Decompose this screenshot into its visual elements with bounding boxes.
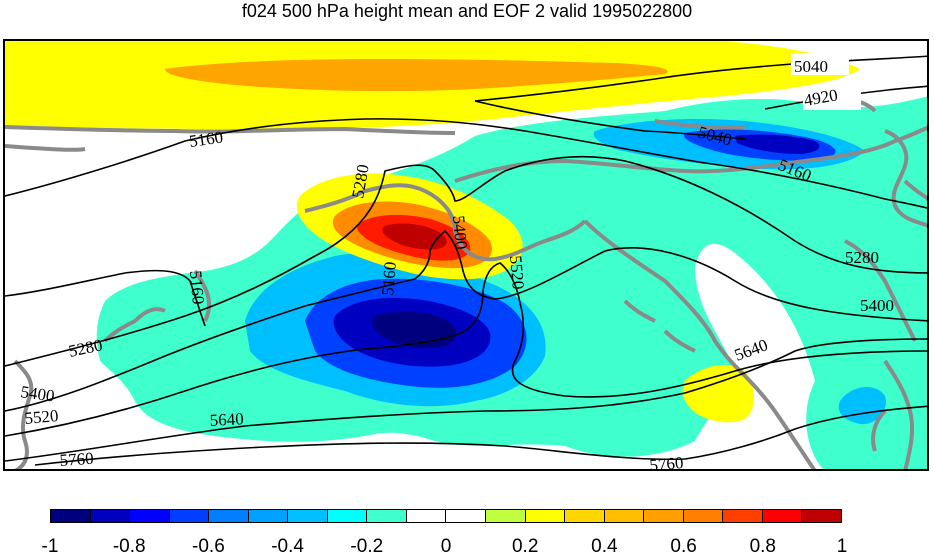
colorbar-segment	[406, 510, 447, 522]
contour-label-5400-west: 5400	[19, 382, 55, 406]
coastline-kamchatka	[13, 307, 166, 469]
colorbar-segment	[51, 510, 91, 522]
colorbar-segment	[90, 510, 131, 522]
coastline-hudson	[844, 239, 917, 469]
contour-5280-north	[5, 155, 927, 367]
coastline-eastern	[871, 179, 927, 452]
contour-label-5520-west: 5520	[24, 406, 60, 428]
darknavy-core	[372, 311, 457, 349]
colorbar-segment	[604, 510, 645, 522]
contour-5520	[5, 262, 927, 437]
colorbar-segment	[723, 510, 763, 522]
contour-5160-north	[5, 118, 927, 209]
height-contours	[5, 55, 927, 466]
colorbar-tick-label: -0.8	[112, 536, 146, 557]
colorbar-segment	[565, 510, 605, 522]
colorbar-segment	[367, 510, 407, 522]
colorbar-segment	[130, 510, 170, 522]
contour-label-5400-east: 5400	[860, 296, 894, 315]
colorbar-segment	[169, 510, 210, 522]
colorbar-tick-label: 0	[440, 536, 452, 557]
colorbar-tick-label: 1	[836, 536, 848, 557]
contour-label-5520-center: 5520	[506, 255, 528, 291]
colorbar-tick-label: -0.6	[192, 536, 225, 557]
contour-5040-inner	[474, 100, 746, 140]
contour-label-5280-east: 5280	[845, 248, 879, 267]
contour-label-5640-east: 5640	[732, 335, 770, 364]
contour-label-5760-east: 5760	[649, 453, 685, 471]
contour-5640	[5, 338, 927, 462]
coastline-canada	[454, 125, 927, 183]
darkred-core	[382, 223, 447, 250]
blue-patch-ne-core	[735, 134, 820, 154]
colorbar-segment	[683, 510, 724, 522]
contour-label-5160-center: 5160	[378, 261, 400, 297]
colorbar-tick-label: 0.4	[591, 536, 618, 557]
yellow-patch-se	[682, 364, 754, 423]
colorbar-tick-label: -0.4	[271, 536, 304, 557]
colorbar-tick-label: -1	[41, 536, 59, 557]
coastline-alaska-north	[5, 144, 86, 152]
colorbar-segment	[327, 510, 368, 522]
colorbar-segment	[288, 510, 328, 522]
contour-label-5160-west-north: 5160	[188, 127, 224, 151]
colorbar-tick-label: 0.2	[511, 536, 539, 557]
map-panel: 5040 4920 5160 5040 5160 5280 5400 5520 …	[3, 39, 929, 471]
coastlines	[5, 97, 927, 469]
contour-5400	[5, 229, 927, 412]
colorbar-segment	[644, 510, 684, 522]
contour-5760	[34, 405, 927, 466]
colorbar-tick-label: 0.6	[670, 536, 697, 557]
colorbar-tick-label: -0.2	[350, 536, 384, 557]
contour-5160-west	[5, 269, 206, 327]
map-svg: 5040 4920 5160 5040 5160 5280 5400 5520 …	[5, 41, 927, 471]
contour-label-5040-top: 5040	[794, 57, 828, 76]
colorbar-tick-label: 0.8	[749, 536, 777, 557]
orange-band-top	[165, 59, 668, 92]
anomaly-fills	[5, 41, 927, 469]
colorbar-segment	[486, 510, 526, 522]
colorbar-segment	[762, 510, 803, 522]
contour-5040	[474, 55, 927, 102]
colorbar-segment	[209, 510, 249, 522]
colorbar-segment	[525, 510, 566, 522]
contour-label-5760-west: 5760	[59, 449, 94, 470]
coastline-westcoast	[583, 219, 817, 469]
colorbar-segment	[802, 510, 841, 522]
coastline-bc-islands	[623, 299, 696, 353]
contour-label-5160-west: 5160	[186, 270, 208, 306]
contour-label-5280-west: 5280	[67, 335, 104, 361]
contour-label-5640-center: 5640	[209, 409, 244, 430]
coastline-alaska	[193, 183, 587, 322]
contour-label-5400-center: 5400	[449, 215, 471, 251]
map-title: f024 500 hPa height mean and EOF 2 valid…	[241, 1, 693, 21]
colorbar-segment	[248, 510, 289, 522]
colorbar	[50, 509, 842, 523]
colorbar-segment	[446, 510, 487, 522]
